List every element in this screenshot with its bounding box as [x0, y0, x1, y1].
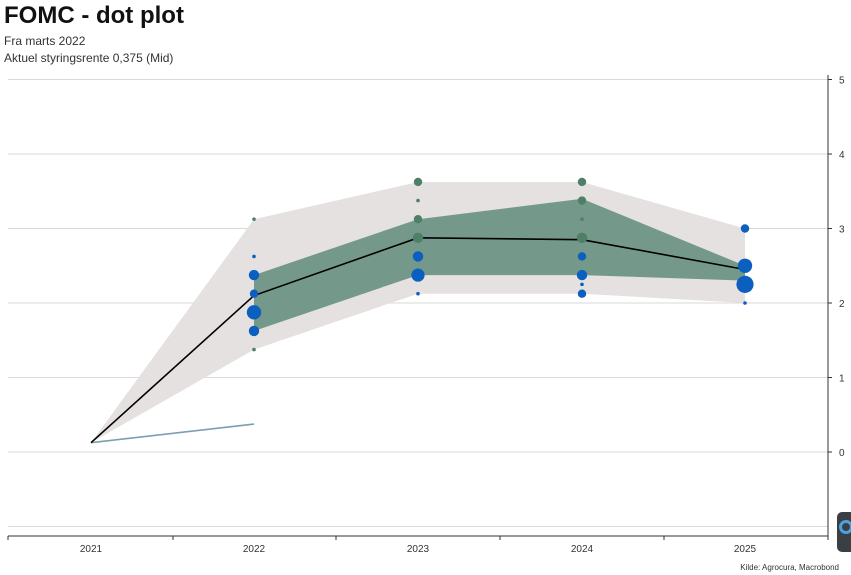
y-tick-label: 5 [839, 76, 845, 87]
dot-2022-1.875 [246, 305, 262, 320]
y-tick-label: 4 [839, 150, 845, 161]
dot-2023-3.375 [416, 198, 420, 203]
dot-2022-2.625 [252, 254, 256, 259]
dot-2024-2.25 [580, 282, 584, 287]
x-tick-label-2025: 2025 [734, 544, 757, 555]
dot-2025-2.5 [737, 258, 753, 273]
brand-logo-icon [837, 512, 851, 552]
dot-2024-2.375 [576, 269, 588, 281]
y-tick-label: 3 [839, 225, 845, 236]
dot-2024-3.625 [577, 177, 587, 187]
dot-2025-2.25 [736, 275, 754, 293]
dot-2023-2.125 [416, 291, 420, 296]
source-note: Kilde: Agrocura, Macrobond [740, 563, 839, 572]
dot-2023-3.625 [413, 177, 423, 187]
dot-2023-3.125 [413, 214, 423, 224]
dot-2025-2 [743, 301, 747, 305]
inner-range-band [254, 198, 745, 331]
dot-2025-3 [740, 224, 750, 233]
y-tick-label: 1 [839, 374, 845, 385]
dot-2024-2.875 [576, 232, 588, 244]
dot-2022-3.125 [252, 217, 256, 221]
dot-2022-2.125 [249, 289, 259, 298]
dot-2024-3.375 [577, 196, 587, 205]
dot-2023-2.375 [411, 268, 425, 282]
dot-2022-2.375 [248, 269, 260, 281]
x-tick-label-2023: 2023 [407, 544, 430, 555]
dot-2024-2.625 [577, 252, 587, 261]
y-tick-label: 0 [839, 448, 845, 459]
x-tick-label-2024: 2024 [571, 544, 594, 555]
x-tick-label-2021: 2021 [80, 544, 103, 555]
dot-2022-1.625 [248, 325, 260, 337]
market-pricing-line [90, 423, 255, 444]
chart-title: FOMC - dot plot [4, 2, 184, 29]
y-tick-label: 2 [839, 299, 845, 310]
dot-2024-3.125 [580, 217, 584, 221]
chart-subtitle-date: Fra marts 2022 [4, 34, 86, 48]
dot-2022-1.375 [252, 347, 256, 352]
dot-2024-2.125 [577, 289, 587, 298]
dot-2023-2.625 [412, 251, 424, 262]
dot-2023-2.875 [412, 232, 424, 244]
x-tick-label-2022: 2022 [243, 544, 266, 555]
chart-subtitle-rate: Aktuel styringsrente 0,375 (Mid) [4, 51, 174, 65]
